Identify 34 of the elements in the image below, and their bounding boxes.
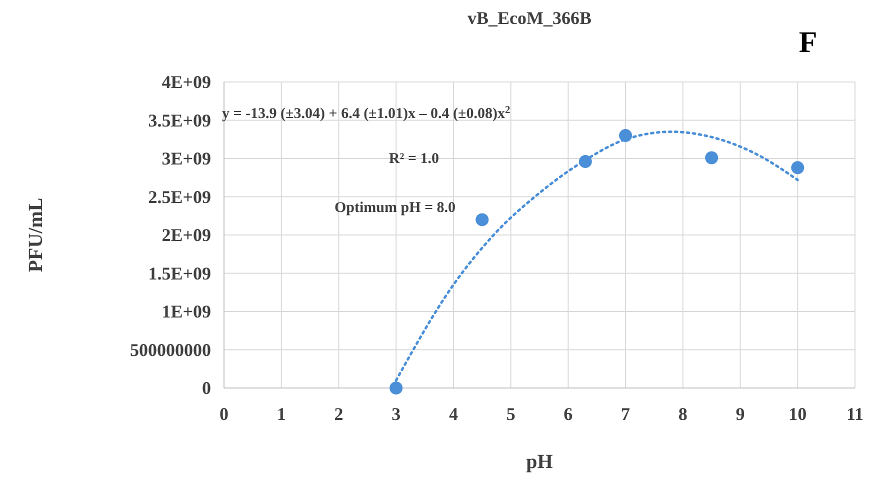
text: F [798, 26, 818, 59]
y-tick-label: 500000000 [130, 340, 211, 360]
annotation: Optimum pH = 8.0 [334, 200, 456, 216]
x-tick-label: 7 [621, 404, 630, 424]
x-tick-label: 1 [276, 404, 286, 424]
y-tick-label: 1E+09 [162, 302, 211, 322]
x-tick-label: 10 [788, 404, 807, 424]
y-tick-label: 2.5E+09 [148, 186, 211, 207]
x-axis-title: pH [526, 451, 554, 473]
x-tick-label: 6 [564, 404, 573, 424]
y-tick-label: 3.5E+09 [148, 110, 211, 130]
x-tick-label: 8 [678, 404, 688, 424]
point [476, 213, 489, 226]
point [705, 151, 718, 164]
y-tick-label: 4E+09 [162, 72, 211, 92]
x-tick-label: 3 [392, 404, 401, 424]
annotation: R² = 1.0 [388, 151, 440, 167]
x-tick-label: 11 [846, 404, 864, 424]
x-tick-label: 5 [506, 404, 516, 424]
point [578, 155, 592, 168]
annotation: y = -13.9 (±3.04) + 6.4 (±1.01)x – 0.4 (±0.08)x$^{2}$ [222, 104, 510, 122]
y-tick-label: 3E+09 [162, 148, 211, 168]
x-tick-label: 4 [448, 404, 458, 424]
y-tick-label: 0 [202, 378, 211, 398]
y-tick-label: 1.5E+09 [148, 263, 211, 284]
chart-title: vB_EcoM_366B [468, 8, 592, 28]
point [390, 382, 403, 394]
y-tick-label: 2E+09 [162, 225, 211, 245]
y-axis-title: PFU/mL [25, 198, 47, 272]
x-tick-label: 0 [220, 404, 228, 424]
x-tick-label: 2 [334, 404, 344, 424]
point [791, 161, 804, 174]
x-tick-label: 9 [736, 404, 745, 424]
point [619, 129, 632, 142]
